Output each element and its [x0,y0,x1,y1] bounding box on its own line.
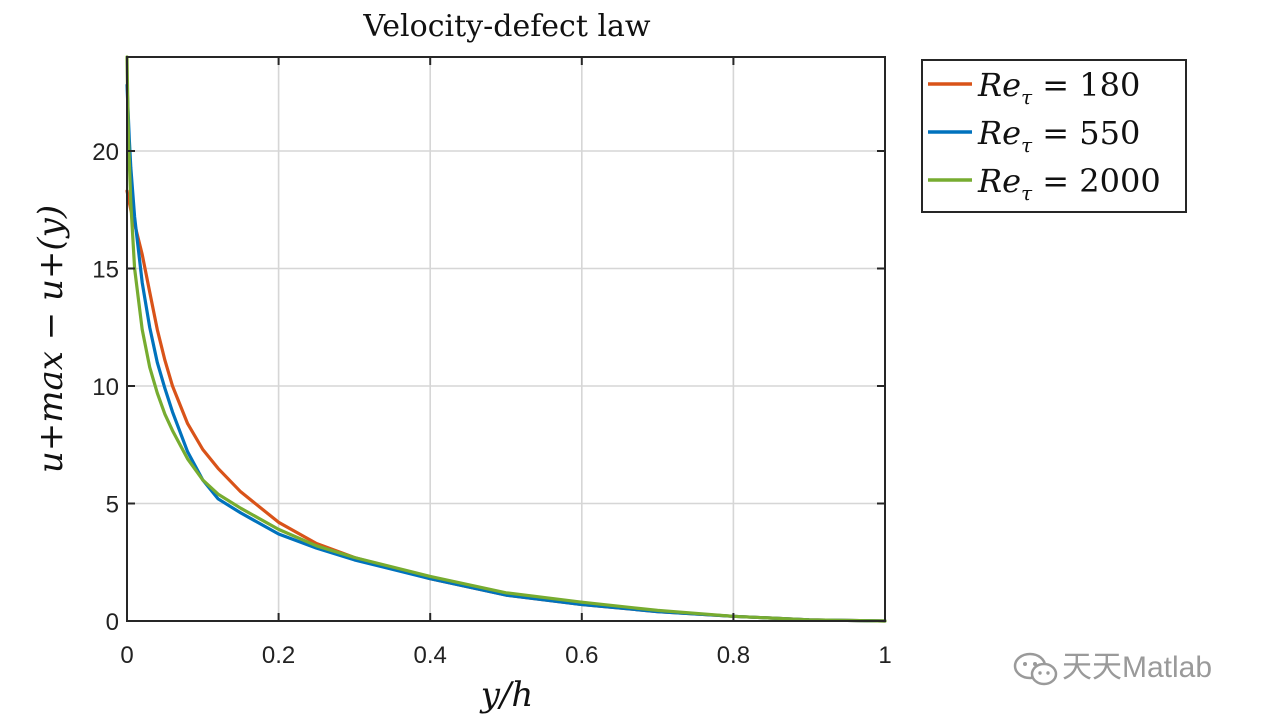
y-axis-label: u+max − u+(y) [31,205,71,473]
x-tick-label: 0.4 [414,642,447,669]
y-tick-label: 5 [106,492,119,519]
legend-entries: Reτ = 180 Reτ = 550 Reτ = 2000 [928,66,1161,205]
series-line-2 [125,55,887,623]
x-tick-label: 0.2 [262,642,295,669]
legend-label-0: Reτ = 180 [977,66,1140,109]
x-axis-label: y/h [479,675,534,715]
series-line-1 [125,83,887,623]
x-tick-label: 0.6 [565,642,598,669]
y-tick-label: 10 [92,374,119,401]
y-tick-label: 0 [106,609,119,636]
x-tick-label: 0 [120,642,133,669]
axes-box [126,56,886,622]
plot-area [127,57,885,621]
x-tick-label: 0.8 [717,642,750,669]
y-axis-label-group: u+max − u+(y) [31,205,71,473]
watermark: 天天Matlab [1013,651,1212,686]
legend-label-1: Reτ = 550 [977,114,1140,157]
legend-label-2: Reτ = 2000 [977,162,1161,205]
x-tick-label: 1 [878,642,891,669]
watermark-text: 天天Matlab [1062,651,1212,684]
series-lines [125,55,887,623]
chart-title: Velocity-defect law [362,9,651,44]
y-tick-label: 20 [92,139,119,166]
wechat-icon [1013,652,1058,686]
y-tick-label: 15 [92,257,119,284]
